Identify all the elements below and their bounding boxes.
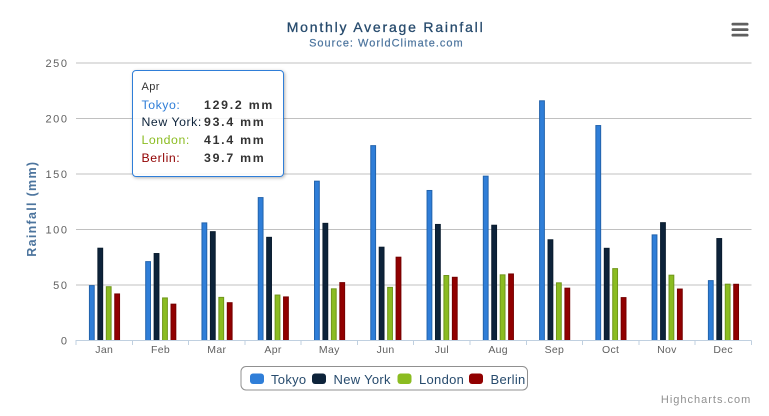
svg-text:150: 150 xyxy=(45,169,68,181)
svg-text:Source: WorldClimate.com: Source: WorldClimate.com xyxy=(309,38,464,50)
svg-text:London: London xyxy=(419,372,464,387)
svg-text:100: 100 xyxy=(45,224,68,236)
svg-text:Tokyo: Tokyo xyxy=(271,372,306,387)
svg-text:Aug: Aug xyxy=(488,344,508,356)
svg-text:Monthly Average Rainfall: Monthly Average Rainfall xyxy=(287,19,485,35)
svg-text:0: 0 xyxy=(61,335,69,347)
svg-text:Berlin: Berlin xyxy=(491,372,526,387)
svg-text:New York: New York xyxy=(334,372,392,387)
svg-text:Jan: Jan xyxy=(95,344,113,356)
svg-text:Nov: Nov xyxy=(657,344,677,356)
svg-text:Jun: Jun xyxy=(377,344,395,356)
svg-text:Apr: Apr xyxy=(264,344,281,356)
svg-text:Dec: Dec xyxy=(713,344,733,356)
svg-text:Mar: Mar xyxy=(207,344,226,356)
svg-text:May: May xyxy=(319,344,340,356)
svg-text:200: 200 xyxy=(45,113,68,125)
svg-text:Feb: Feb xyxy=(151,344,170,356)
svg-text:Oct: Oct xyxy=(602,344,619,356)
svg-text:250: 250 xyxy=(45,58,68,70)
svg-text:Highcharts.com: Highcharts.com xyxy=(661,394,751,406)
svg-text:50: 50 xyxy=(53,280,68,292)
svg-text:Rainfall (mm): Rainfall (mm) xyxy=(25,161,39,257)
svg-text:Jul: Jul xyxy=(435,344,449,356)
svg-text:Sep: Sep xyxy=(545,344,565,356)
